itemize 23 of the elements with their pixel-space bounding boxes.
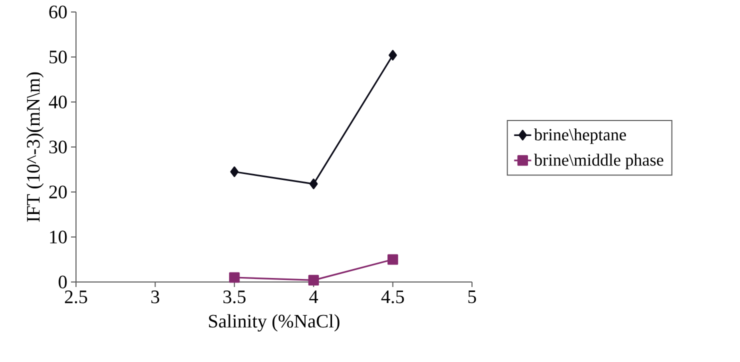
x-tick-label: 4.5 xyxy=(381,290,404,304)
x-tick-label: 4 xyxy=(309,290,318,304)
legend-label: brine\middle phase xyxy=(534,154,664,170)
point xyxy=(230,166,239,178)
y-tick-label: 60 xyxy=(49,6,67,18)
point xyxy=(229,272,240,283)
point xyxy=(388,254,398,265)
y-tick-label: 50 xyxy=(50,50,67,64)
x-tick-label: 3.5 xyxy=(223,290,246,304)
x-tick-label: 5 xyxy=(468,290,476,304)
legend-label: brine\heptane xyxy=(534,128,626,144)
point xyxy=(388,50,397,60)
y-axis-title: IFT (10^-3)(mN\m) xyxy=(26,72,44,222)
y-tick-label: 0 xyxy=(58,276,67,288)
point xyxy=(309,178,318,190)
y-tick-label: 20 xyxy=(49,186,67,198)
y-tick-label: 40 xyxy=(48,96,67,108)
y-tick-label: 30 xyxy=(49,140,67,154)
x-tick-label: 3 xyxy=(151,290,160,304)
y-tick-label: 10 xyxy=(50,230,67,244)
x-tick-label: 2.5 xyxy=(64,290,88,304)
point xyxy=(308,274,319,286)
x-axis-title: Salinity (%NaCl) xyxy=(209,314,340,332)
